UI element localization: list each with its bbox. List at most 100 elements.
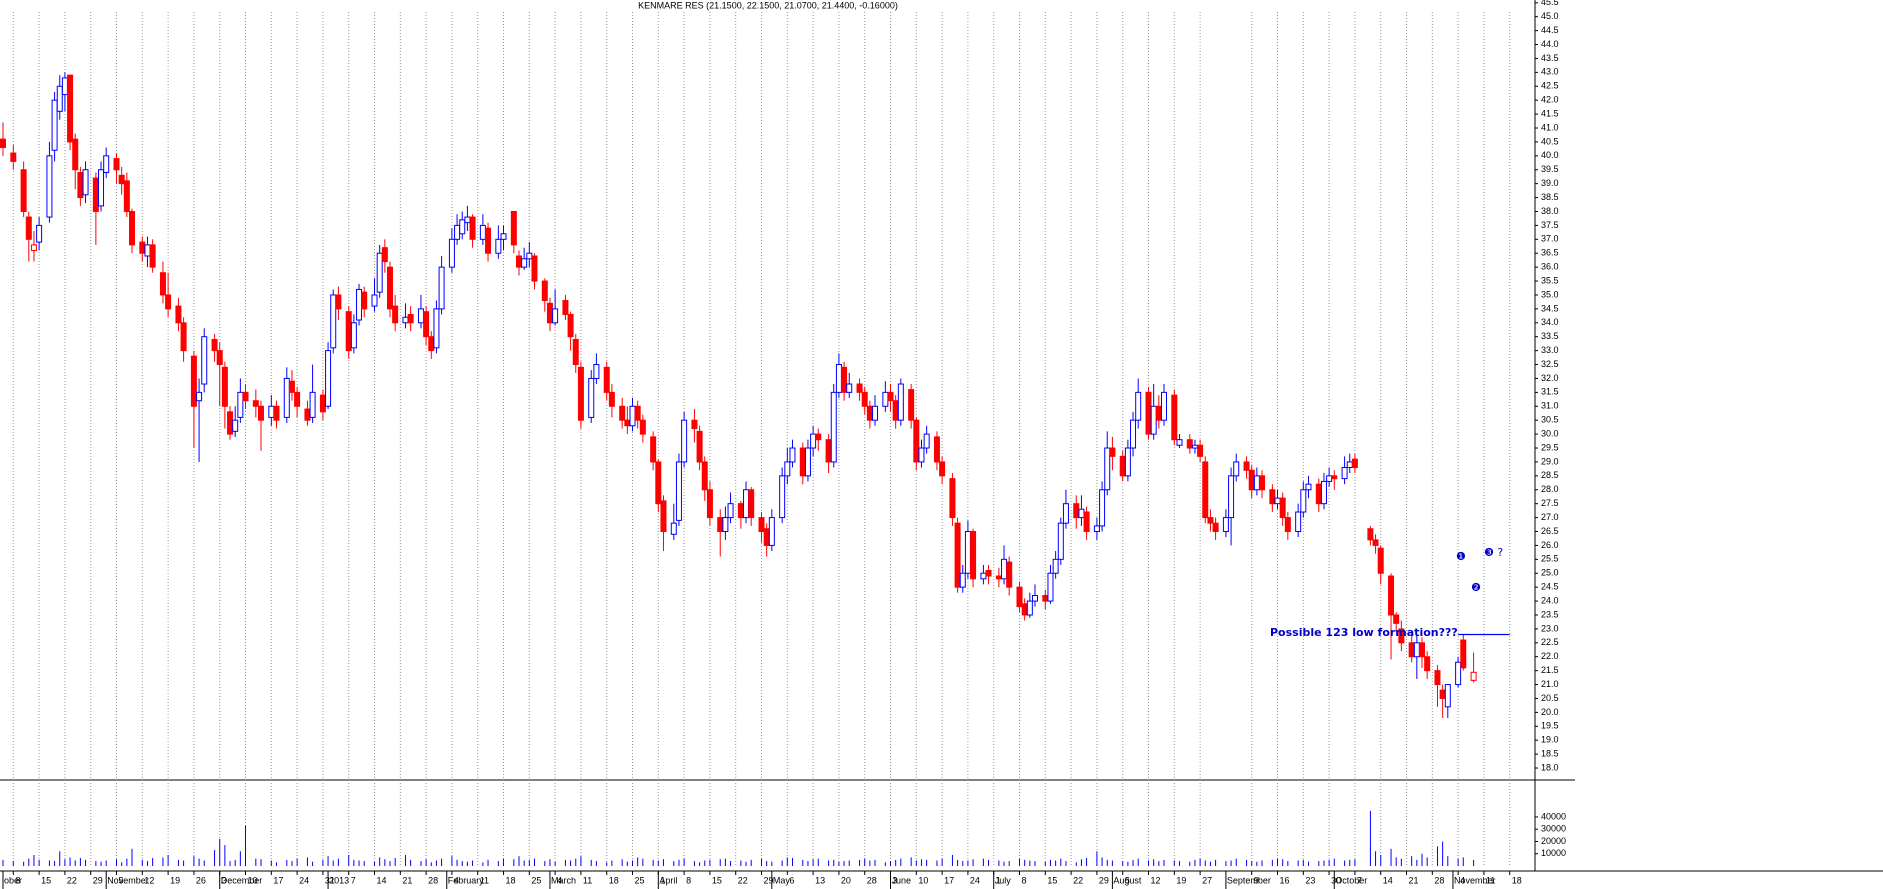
candle-body [1109,447,1116,457]
month-label: June [892,875,912,885]
candle-body [789,447,796,463]
candle-body [232,419,239,432]
candle-body [98,169,105,207]
candle-body [407,313,414,324]
candle-body [526,252,533,260]
candle-body [1119,455,1126,477]
x-tick-label: 1 [996,875,1001,885]
candle-body [1083,511,1090,533]
candle-body [1351,458,1358,468]
y-tick-label: 33.0 [1541,345,1559,355]
y-tick-label: 21.5 [1541,665,1559,675]
candle-body [237,391,244,418]
candle-body [1202,461,1209,519]
y-tick-label: 44.0 [1541,39,1559,49]
candle-body [227,411,234,435]
x-tick-label: 3 [893,875,898,885]
x-tick-label: 22 [67,875,77,885]
candle-body [273,405,280,421]
candle-body [892,400,899,421]
y-tick-label: 18.0 [1541,762,1559,772]
month-label: August [1113,875,1142,885]
candle-body [675,461,682,521]
candle-body [1130,419,1137,449]
candle-body [841,366,848,393]
candle-body [593,364,600,379]
candle-body [464,216,471,224]
candle-body [1099,489,1106,527]
candle-body [201,336,208,385]
candle-body [1315,483,1322,505]
candle-body [1253,475,1260,491]
candle-body [1295,511,1302,533]
candle-body [1243,461,1250,471]
candle-body [758,517,765,533]
x-tick-label: 29 [1099,875,1109,885]
x-tick-label: 21 [1409,875,1419,885]
volume-tick-label: 30000 [1541,824,1566,834]
candle-body [552,308,559,324]
candle-body [835,364,842,393]
x-tick-label: 24 [970,875,980,885]
x-tick-label: 8 [1022,875,1027,885]
annotation: Possible 123 low formation??? [1270,626,1458,639]
candle-body [165,294,172,310]
y-tick-label: 41.5 [1541,108,1559,118]
candle-body [959,572,966,588]
candle-body [1439,689,1446,699]
x-tick-label: 22 [1073,875,1083,885]
x-tick-label: 1 [660,875,665,885]
candle-body [696,430,703,463]
candle-body [128,210,135,246]
candle-body [350,322,357,349]
candle-body [1150,405,1157,435]
candle-body [1001,558,1008,580]
y-tick-label: 30.0 [1541,428,1559,438]
candle-body [655,461,662,505]
x-tick-label: 7 [351,875,356,885]
x-tick-label: 15 [1047,875,1057,885]
candle-body [216,350,223,366]
candle-body [51,99,58,151]
y-tick-label: 36.0 [1541,262,1559,272]
candle-body [722,517,729,533]
y-tick-label: 19.0 [1541,735,1559,745]
candle-body [330,294,337,349]
candle-body [1042,595,1049,602]
x-tick-label: 29 [93,875,103,885]
candle-body [1021,603,1028,616]
y-tick-label: 25.5 [1541,554,1559,564]
candle-body [1398,628,1405,644]
candle-body [603,366,610,393]
candle-body [923,433,930,449]
x-tick-label: 19 [1176,875,1186,885]
candle-body [1279,497,1286,519]
candle-body [954,522,961,588]
candle-body [970,531,977,580]
candle-body [118,174,125,185]
candle-body [190,355,197,407]
candle-body [361,291,368,310]
y-tick-label: 40.0 [1541,150,1559,160]
x-tick-label: 8 [686,875,691,885]
candle-body [985,569,992,577]
candle-body [423,311,430,338]
candle-body [1269,489,1276,505]
candle-body [113,158,120,171]
y-tick-label: 34.5 [1541,303,1559,313]
candle-body [531,255,538,282]
x-tick-label: 30 [1331,875,1341,885]
candle-body [257,405,264,421]
candle-body [804,447,811,477]
candle-body [92,177,99,212]
candle-body [61,77,68,96]
candle-body [252,400,259,407]
y-tick-label: 42.0 [1541,95,1559,105]
candle-body [567,313,574,338]
candle-body [1191,444,1198,449]
candle-body [242,391,249,402]
x-tick-label: 13 [815,875,825,885]
candle-body [830,391,837,463]
month-label: March [551,875,576,885]
candle-body [639,419,646,435]
